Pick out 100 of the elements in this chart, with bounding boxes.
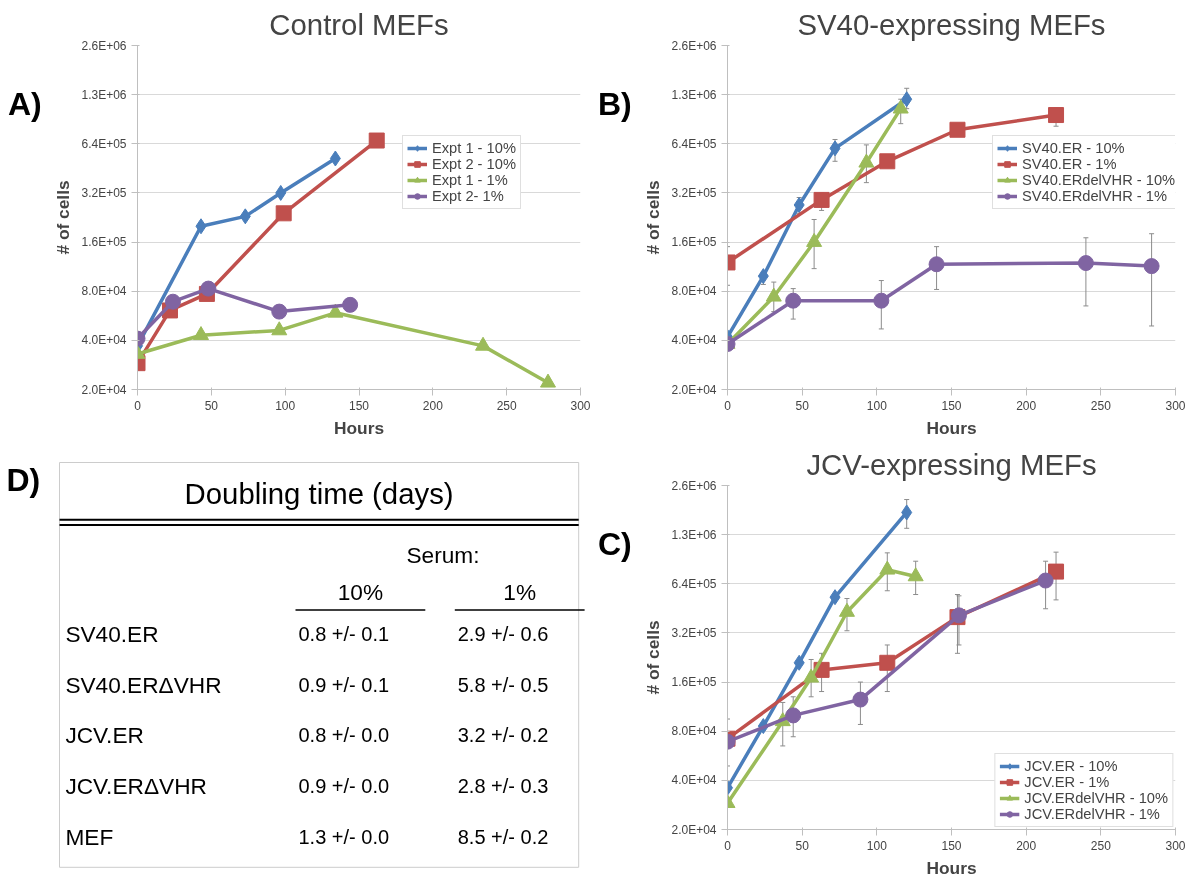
point xyxy=(368,132,385,149)
y-tick-label: 1.6E+05 xyxy=(671,675,717,690)
data-label: 0.8 +/- 0.1 xyxy=(298,623,390,646)
data-label: 3.2 +/- 0.2 xyxy=(457,724,549,747)
category-label: SV40.ER xyxy=(65,621,159,648)
category-label: JCV.ERΔVHR xyxy=(65,772,207,799)
y-tick-label: 2.0E+04 xyxy=(671,382,717,397)
text: B) xyxy=(598,85,632,122)
point xyxy=(907,567,924,582)
y-tick-label: 4.0E+04 xyxy=(81,333,127,348)
x-axis-title: Hours xyxy=(926,417,977,438)
category-label: MEF xyxy=(65,823,114,850)
x-tick-label: 100 xyxy=(275,398,296,413)
x-tick-label: 100 xyxy=(866,838,888,853)
x-tick-label: 200 xyxy=(1016,838,1037,853)
x-axis-title: Hours xyxy=(926,857,977,878)
x-tick-label: 300 xyxy=(1165,838,1186,853)
y-tick-label: 8.0E+04 xyxy=(81,284,127,299)
point xyxy=(193,326,209,341)
series-label: 10% xyxy=(337,579,384,606)
legend-label: SV40.ER - 1% xyxy=(1022,156,1117,172)
x-tick-label: 50 xyxy=(795,398,810,413)
x-tick-label: 300 xyxy=(1165,398,1186,413)
legend-label: JCV.ERdelVHR - 10% xyxy=(1024,790,1168,806)
data-label: 8.5 +/- 0.2 xyxy=(457,825,549,848)
x-tick-label: 250 xyxy=(496,398,517,413)
x-tick-label: 200 xyxy=(1016,398,1037,413)
category-label: SV40.ERΔVHR xyxy=(65,671,222,698)
legend-label: Expt 1 - 1% xyxy=(432,172,508,188)
point xyxy=(813,191,830,208)
point xyxy=(785,707,802,724)
point xyxy=(164,293,181,310)
y-tick-label: 2.0E+04 xyxy=(81,382,127,397)
x-tick-label: 0 xyxy=(134,398,142,413)
legend-label: Expt 2 - 10% xyxy=(432,156,516,172)
point xyxy=(901,91,913,108)
point xyxy=(540,373,557,388)
chart-title: JCV-expressing MEFs xyxy=(806,447,1097,481)
legend-label: JCV.ER - 1% xyxy=(1024,774,1110,790)
data-label: 0.8 +/- 0.0 xyxy=(298,724,390,747)
point xyxy=(803,668,820,683)
point xyxy=(1048,107,1065,124)
point xyxy=(1048,563,1065,580)
data-label: 1.3 +/- 0.0 xyxy=(298,825,390,848)
point xyxy=(829,589,841,606)
chart-title: SV40-expressing MEFs xyxy=(797,7,1106,41)
point xyxy=(949,121,966,138)
point xyxy=(271,303,288,320)
y-tick-label: 4.0E+04 xyxy=(671,773,717,788)
text: A) xyxy=(8,85,42,122)
text: D) xyxy=(6,462,41,499)
y-axis-title: # of cells xyxy=(53,180,74,255)
y-tick-label: 1.3E+06 xyxy=(671,87,717,102)
point xyxy=(475,336,492,351)
x-tick-label: 150 xyxy=(348,398,370,413)
y-tick-label: 2.6E+06 xyxy=(671,478,717,493)
y-tick-label: 1.6E+05 xyxy=(81,235,127,250)
legend-label: JCV.ER - 10% xyxy=(1024,758,1118,774)
point xyxy=(329,150,341,167)
y-tick-label: 1.3E+06 xyxy=(81,87,127,102)
x-tick-label: 150 xyxy=(941,838,962,853)
x-tick-label: 200 xyxy=(422,398,444,413)
y-tick-label: 2.6E+06 xyxy=(671,38,717,53)
chart-title: Control MEFs xyxy=(269,7,449,41)
point xyxy=(275,184,287,201)
x-tick-label: 50 xyxy=(795,838,810,853)
y-tick-label: 1.3E+06 xyxy=(671,527,717,542)
y-tick-label: 8.0E+04 xyxy=(671,724,717,739)
point xyxy=(1077,255,1094,272)
point xyxy=(879,153,896,170)
x-axis-title: Hours xyxy=(333,417,385,438)
y-tick-label: 1.6E+05 xyxy=(671,235,717,250)
x-tick-label: 250 xyxy=(1090,838,1112,853)
point xyxy=(928,256,945,273)
data-label: 0.9 +/- 0.1 xyxy=(298,673,390,696)
y-axis-title: # of cells xyxy=(643,180,664,255)
point xyxy=(785,292,802,309)
point xyxy=(275,205,292,222)
y-tick-label: 2.0E+04 xyxy=(671,822,717,837)
point xyxy=(200,280,217,297)
point xyxy=(1037,572,1054,589)
x-tick-label: 300 xyxy=(570,398,591,413)
y-tick-label: 3.2E+05 xyxy=(671,185,717,200)
point xyxy=(271,321,288,336)
x-tick-label: 0 xyxy=(724,398,732,413)
data-label: 2.9 +/- 0.6 xyxy=(457,623,549,646)
point xyxy=(879,654,896,671)
x-tick-label: 0 xyxy=(724,838,732,853)
legend-label: SV40.ERdelVHR - 10% xyxy=(1022,172,1176,188)
y-tick-label: 3.2E+05 xyxy=(671,625,717,640)
data-label: 0.9 +/- 0.0 xyxy=(298,774,390,797)
legend-label: SV40.ER - 10% xyxy=(1022,140,1125,156)
text: Doubling time (days) xyxy=(184,476,454,510)
point xyxy=(1143,258,1160,275)
point xyxy=(793,654,805,671)
x-tick-label: 250 xyxy=(1090,398,1112,413)
y-tick-label: 3.2E+05 xyxy=(81,185,127,200)
point xyxy=(901,504,913,521)
point xyxy=(873,292,890,309)
legend-label: JCV.ERdelVHR - 1% xyxy=(1024,806,1160,822)
